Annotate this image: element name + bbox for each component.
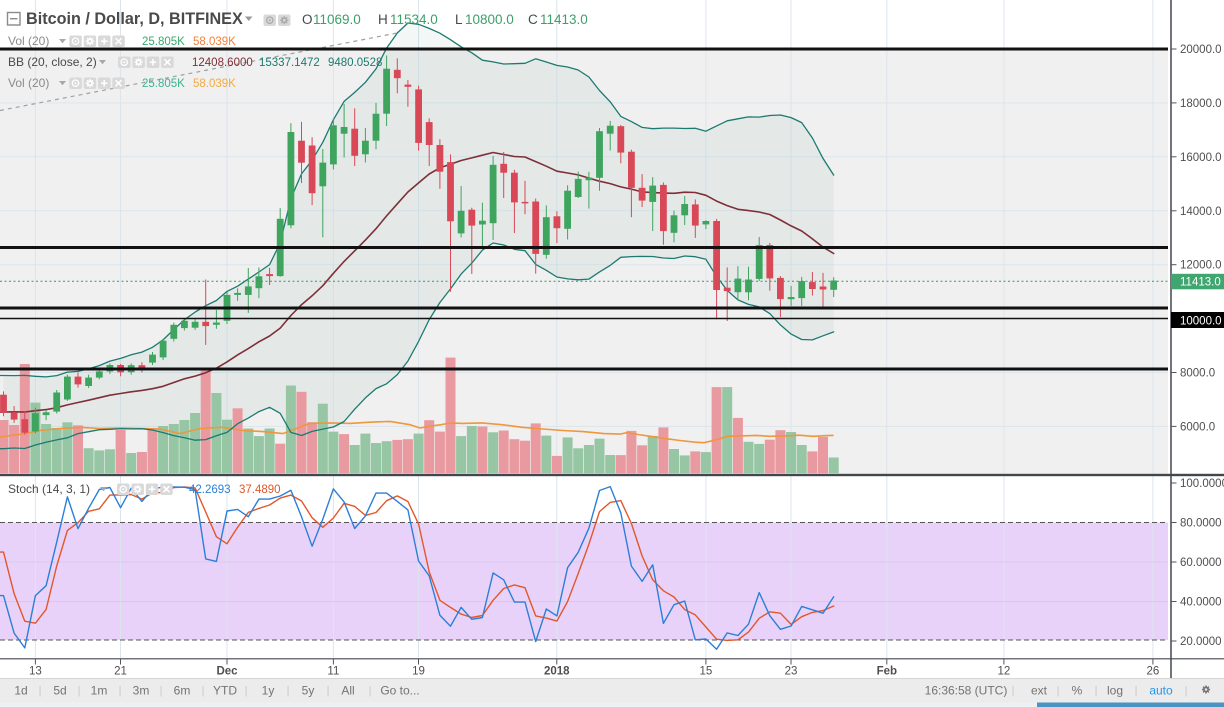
svg-text:|: |: [1057, 685, 1060, 697]
svg-text:|: |: [1012, 685, 1015, 697]
svg-text:40.0000: 40.0000: [1180, 597, 1222, 609]
svg-text:|: |: [1135, 685, 1138, 697]
svg-text:|: |: [202, 685, 205, 697]
svg-text:|: |: [1095, 685, 1098, 697]
svg-text:Stoch (14, 3, 1): Stoch (14, 3, 1): [8, 482, 90, 496]
svg-text:42.2693: 42.2693: [189, 484, 231, 496]
svg-text:12: 12: [998, 666, 1011, 678]
svg-text:26: 26: [1147, 666, 1160, 678]
svg-text:auto: auto: [1149, 684, 1173, 698]
svg-text:21: 21: [114, 666, 127, 678]
svg-text:15: 15: [700, 666, 713, 678]
svg-text:11413.0: 11413.0: [540, 12, 588, 27]
svg-text:2018: 2018: [544, 666, 570, 678]
svg-text:100.0000: 100.0000: [1180, 478, 1224, 490]
svg-text:11: 11: [327, 666, 339, 678]
svg-text:10000.0: 10000.0: [1180, 315, 1222, 327]
svg-text:L: L: [455, 12, 463, 27]
svg-text:%: %: [1072, 684, 1083, 698]
svg-text:58.039K: 58.039K: [193, 36, 236, 48]
svg-text:C: C: [528, 12, 538, 27]
svg-text:25.805K: 25.805K: [142, 78, 185, 90]
svg-text:|: |: [119, 685, 122, 697]
svg-text:Vol (20): Vol (20): [8, 76, 49, 90]
svg-text:|: |: [369, 685, 372, 697]
svg-text:14000.0: 14000.0: [1180, 206, 1222, 218]
svg-text:19: 19: [412, 666, 425, 678]
svg-text:10800.0: 10800.0: [465, 12, 514, 27]
svg-text:58.039K: 58.039K: [193, 78, 236, 90]
svg-text:12000.0: 12000.0: [1180, 260, 1222, 272]
svg-text:YTD: YTD: [213, 684, 237, 698]
svg-text:3m: 3m: [133, 684, 150, 698]
svg-text:1y: 1y: [262, 684, 275, 698]
svg-text:BB (20, close, 2): BB (20, close, 2): [8, 55, 97, 69]
svg-text:Feb: Feb: [877, 666, 897, 678]
svg-text:Bitcoin / Dollar, D, BITFINEX: Bitcoin / Dollar, D, BITFINEX: [26, 10, 243, 28]
svg-text:12408.6000: 12408.6000: [192, 57, 253, 69]
svg-text:All: All: [341, 684, 354, 698]
svg-text:9480.0528: 9480.0528: [328, 57, 382, 69]
svg-text:|: |: [1185, 685, 1188, 697]
svg-text:|: |: [287, 685, 290, 697]
svg-text:15337.1472: 15337.1472: [259, 57, 320, 69]
svg-text:5d: 5d: [53, 684, 66, 698]
svg-text:O: O: [302, 12, 313, 27]
svg-text:13: 13: [29, 666, 42, 678]
svg-text:log: log: [1107, 684, 1123, 698]
svg-text:20000.0: 20000.0: [1180, 44, 1222, 56]
svg-text:11413.0: 11413.0: [1180, 277, 1221, 289]
svg-text:|: |: [78, 685, 81, 697]
svg-text:60.0000: 60.0000: [1180, 557, 1222, 569]
svg-text:8000.0: 8000.0: [1180, 368, 1215, 380]
svg-text:H: H: [378, 12, 388, 27]
svg-text:Dec: Dec: [216, 666, 238, 678]
svg-text:18000.0: 18000.0: [1180, 98, 1222, 110]
svg-text:6m: 6m: [174, 684, 191, 698]
svg-text:Vol (20): Vol (20): [8, 34, 49, 48]
svg-text:37.4890: 37.4890: [239, 484, 281, 496]
svg-text:16:36:58 (UTC): 16:36:58 (UTC): [925, 684, 1008, 698]
svg-text:5y: 5y: [302, 684, 315, 698]
svg-text:11534.0: 11534.0: [390, 12, 438, 27]
svg-text:6000.0: 6000.0: [1180, 421, 1215, 433]
svg-text:80.0000: 80.0000: [1180, 518, 1222, 530]
svg-text:23: 23: [785, 666, 798, 678]
svg-text:|: |: [39, 685, 42, 697]
svg-text:|: |: [245, 685, 248, 697]
svg-text:ext: ext: [1031, 684, 1048, 698]
svg-text:20.0000: 20.0000: [1180, 636, 1222, 648]
svg-text:16000.0: 16000.0: [1180, 152, 1222, 164]
svg-text:|: |: [160, 685, 163, 697]
svg-text:11069.0: 11069.0: [313, 12, 361, 27]
svg-text:1d: 1d: [14, 684, 27, 698]
svg-text:25.805K: 25.805K: [142, 36, 185, 48]
svg-text:Go to...: Go to...: [380, 684, 419, 698]
svg-text:1m: 1m: [91, 684, 108, 698]
svg-text:|: |: [327, 685, 330, 697]
